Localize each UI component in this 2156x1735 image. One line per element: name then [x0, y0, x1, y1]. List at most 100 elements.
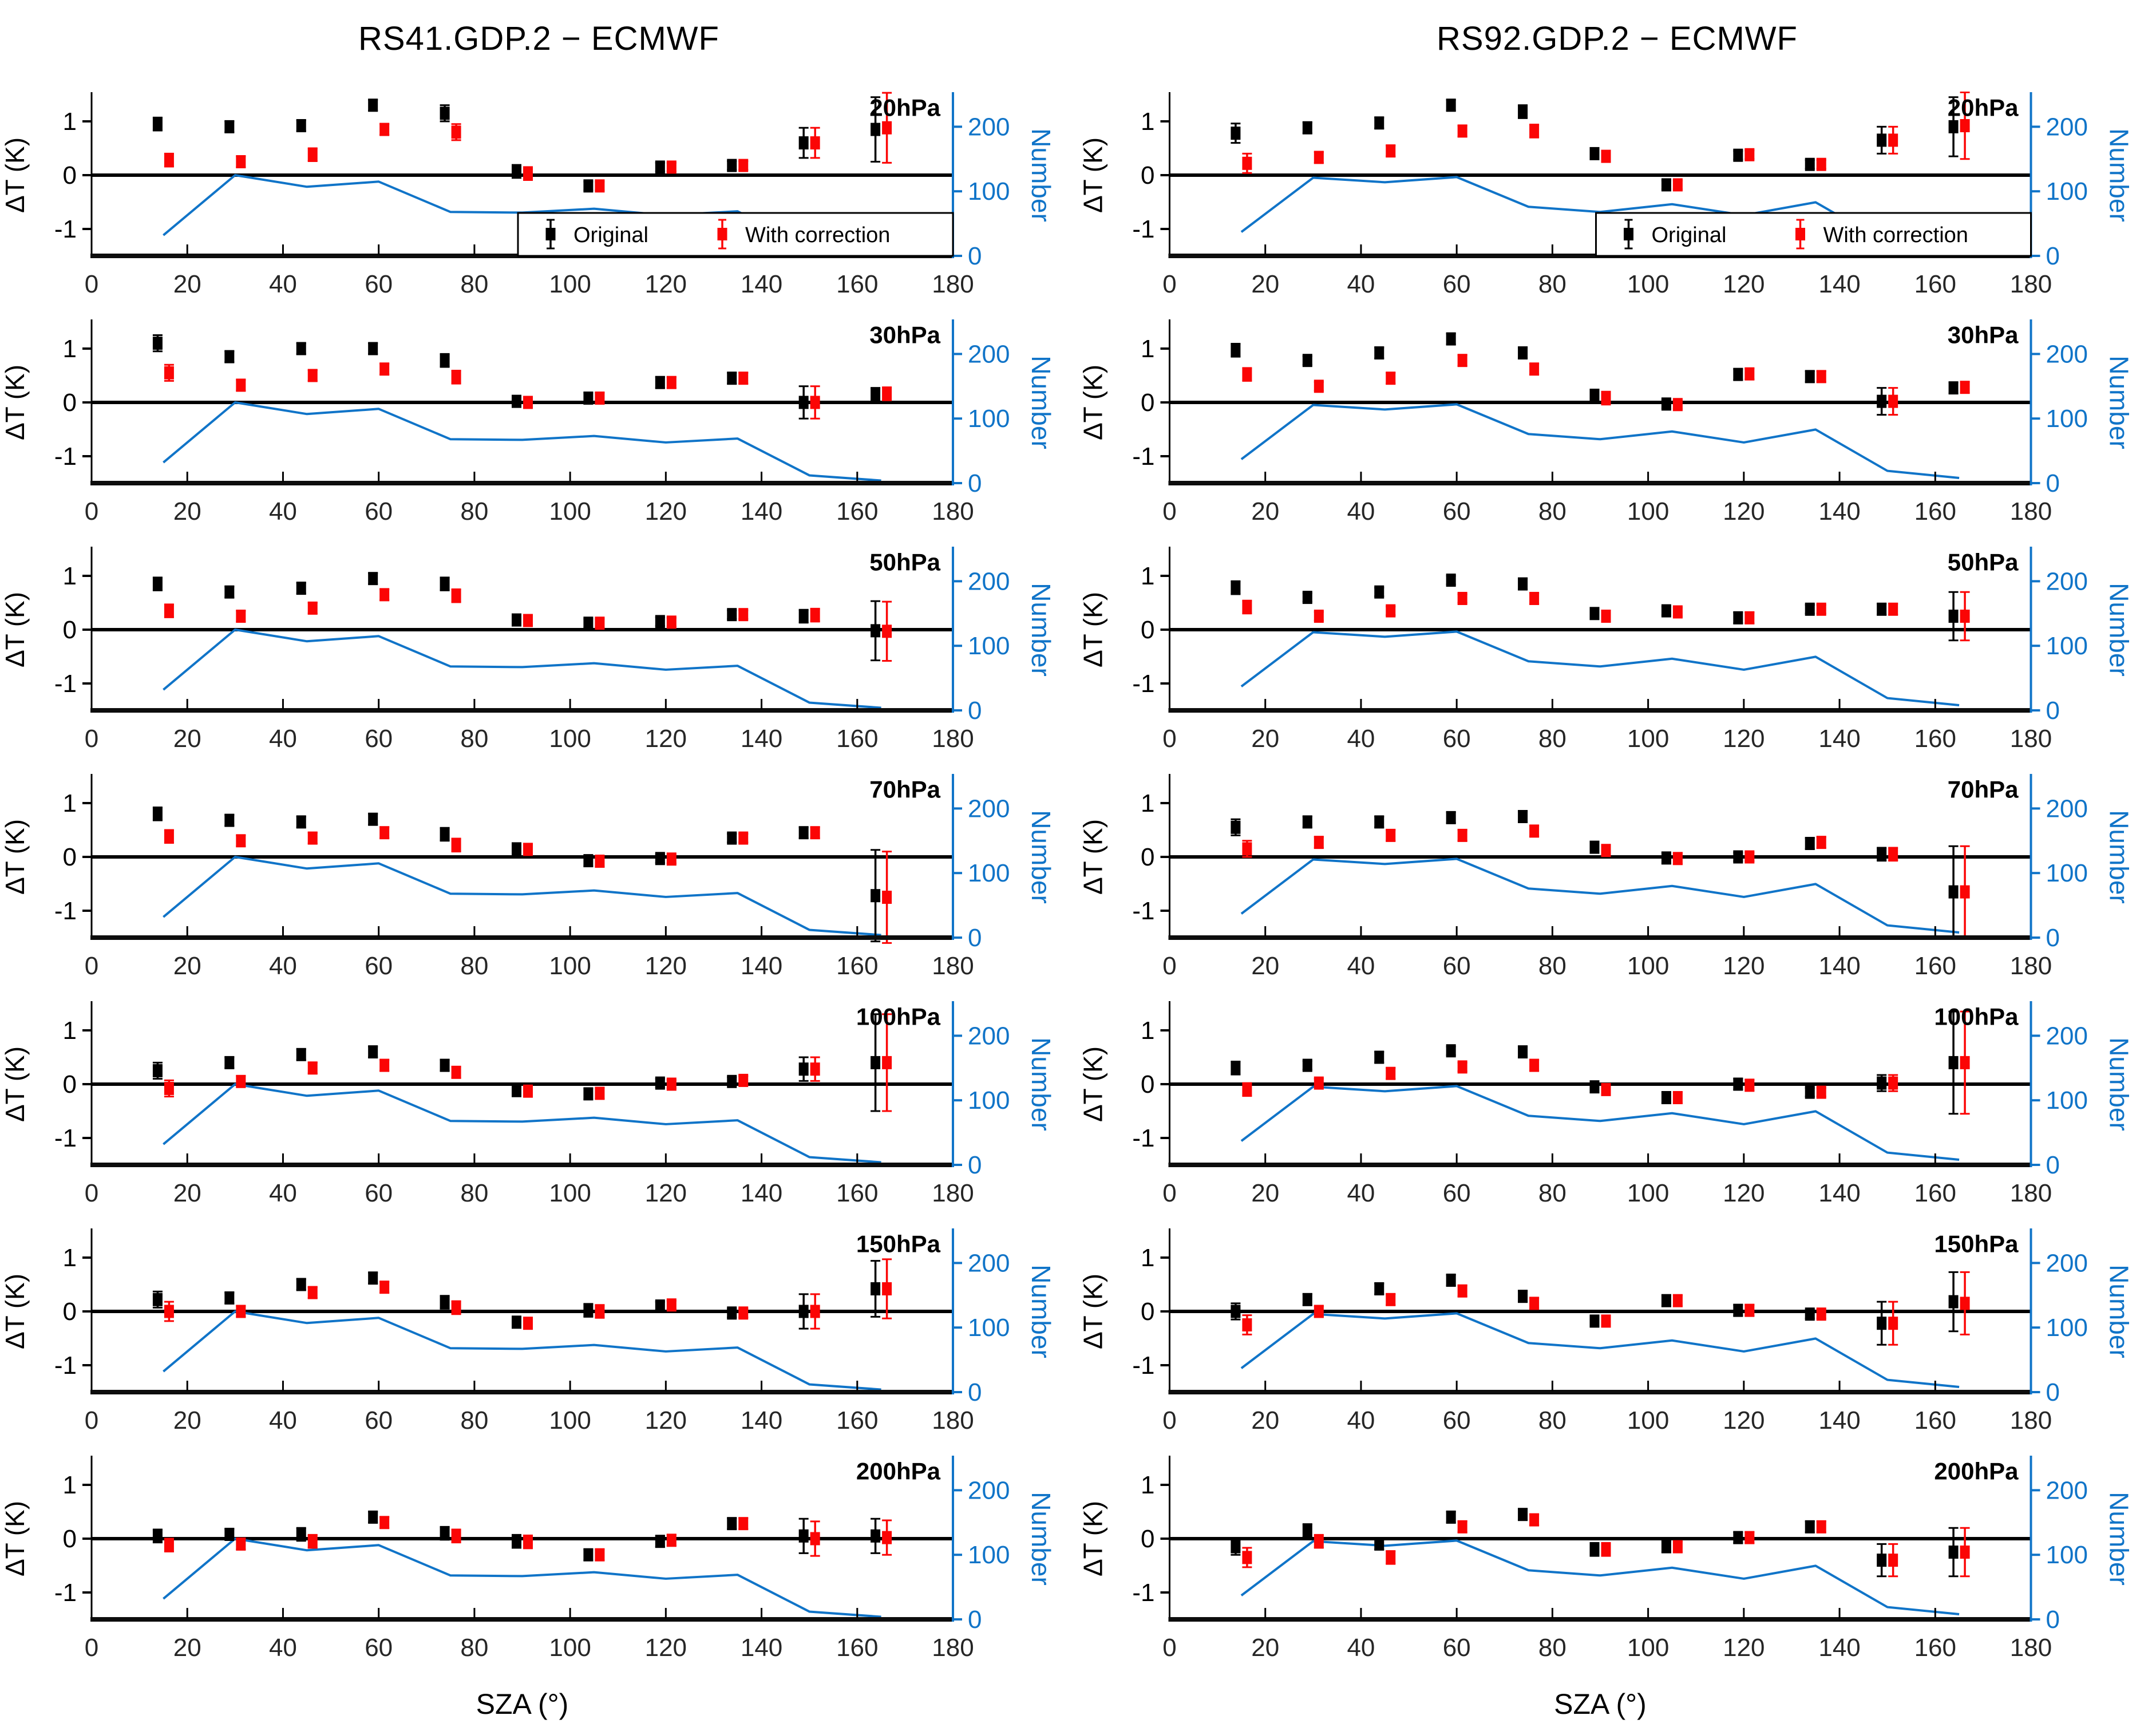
- x-tick-label: 180: [2010, 1406, 2052, 1434]
- original-marker: [1589, 1314, 1600, 1328]
- x-tick-label: 80: [1538, 270, 1566, 298]
- x-tick-label: 160: [836, 1179, 878, 1207]
- with-correction-marker: [1744, 367, 1755, 381]
- y-tick-label: 0: [63, 843, 77, 871]
- original-marker: [1374, 1537, 1384, 1551]
- y-tick-label: 1: [63, 1244, 77, 1272]
- with-correction-marker: [1672, 1540, 1683, 1554]
- original-marker: [152, 1293, 163, 1306]
- with-correction-marker: [1457, 1060, 1467, 1074]
- original-marker: [224, 1056, 235, 1069]
- with-correction-marker: [666, 1534, 677, 1547]
- x-axis-label: SZA (°): [1554, 1688, 1647, 1720]
- with-correction-marker: [1386, 144, 1396, 158]
- original-marker: [1661, 397, 1671, 411]
- y2-axis: 0 100 200 Number: [952, 92, 1056, 270]
- y2-tick-label: 100: [968, 177, 1010, 205]
- x-tick-label: 40: [269, 1406, 297, 1434]
- original-marker: [1589, 1080, 1600, 1094]
- with-correction-marker: [1960, 1056, 1970, 1069]
- y-axis: -1 0 1 ΔT (K): [1078, 319, 1170, 483]
- with-correction-marker: [1242, 1551, 1252, 1564]
- with-correction-marker: [164, 604, 174, 618]
- y-axis-label: ΔT (K): [0, 137, 30, 213]
- with-correction-marker: [1386, 1551, 1396, 1564]
- series-original: [152, 1013, 881, 1112]
- x-tick-label: 60: [365, 270, 393, 298]
- with-correction-marker: [1816, 602, 1826, 616]
- y2-tick-label: 100: [968, 1314, 1010, 1342]
- x-axis: 0 20 40 60 80 100 120 140 160 180: [1162, 1153, 2052, 1207]
- with-correction-marker: [1960, 1546, 1970, 1559]
- original-marker: [440, 577, 450, 591]
- original-marker: [1948, 1546, 1959, 1559]
- with-correction-marker: [1672, 178, 1683, 192]
- x-tick-label: 60: [1443, 725, 1471, 753]
- x-tick-label: 60: [365, 1634, 393, 1662]
- with-correction-marker: [1816, 1085, 1826, 1099]
- y2-axis: 0 100 200 Number: [952, 319, 1056, 497]
- y-axis-label: ΔT (K): [1078, 137, 1108, 213]
- with-correction-marker: [738, 1517, 749, 1531]
- y-tick-label: 0: [1141, 1070, 1154, 1098]
- x-tick-label: 20: [173, 1406, 201, 1434]
- y-axis-label: ΔT (K): [1078, 592, 1108, 667]
- with-correction-marker: [1314, 610, 1324, 623]
- x-tick-label: 100: [549, 1634, 591, 1662]
- with-correction-marker: [451, 1065, 461, 1079]
- with-correction-marker: [1744, 1078, 1755, 1092]
- x-tick-label: 80: [1538, 952, 1566, 980]
- y2-tick-label: 0: [968, 1151, 982, 1179]
- series-original: [152, 334, 881, 420]
- with-correction-marker: [164, 366, 174, 380]
- x-tick-label: 60: [1443, 1179, 1471, 1207]
- x-axis: 0 20 40 60 80 100 120 140 160 180: [1162, 699, 2052, 753]
- panel-label: 30hPa: [869, 322, 940, 349]
- with-correction-marker: [451, 370, 461, 384]
- y-axis: -1 0 1 ΔT (K): [0, 1456, 93, 1619]
- original-marker: [871, 1056, 881, 1069]
- y2-axis: 0 100 200 Number: [952, 1001, 1056, 1179]
- x-tick-label: 60: [1443, 270, 1471, 298]
- with-correction-marker: [1457, 1284, 1467, 1298]
- with-correction-marker: [379, 1516, 390, 1530]
- with-correction-marker: [451, 838, 461, 852]
- with-correction-marker: [738, 831, 749, 845]
- x-tick-label: 60: [365, 1179, 393, 1207]
- y2-tick-label: 200: [968, 795, 1010, 823]
- y-tick-label: -1: [1132, 1579, 1154, 1607]
- x-axis: 0 20 40 60 80 100 120 140 160 180: [85, 1381, 974, 1434]
- with-correction-marker: [1601, 391, 1611, 405]
- with-correction-marker: [1601, 1082, 1611, 1096]
- with-correction-marker: [810, 396, 820, 409]
- with-correction-marker: [738, 1073, 749, 1087]
- y2-tick-label: 0: [968, 242, 982, 270]
- x-tick-label: 120: [1723, 1179, 1765, 1207]
- y2-axis-label: Number: [2104, 1264, 2134, 1358]
- x-tick-label: 0: [1162, 497, 1176, 525]
- original-marker: [798, 136, 809, 150]
- y2-tick-label: 0: [2046, 924, 2060, 952]
- panel-label: 20hPa: [1948, 94, 2019, 121]
- with-correction-marker: [1601, 844, 1611, 857]
- with-correction-marker: [1529, 1058, 1540, 1072]
- original-marker: [1374, 346, 1384, 360]
- number-line: [163, 629, 881, 709]
- x-tick-label: 40: [1347, 1634, 1375, 1662]
- x-tick-label: 100: [1627, 952, 1669, 980]
- original-marker: [224, 813, 235, 827]
- original-marker: [1661, 1540, 1671, 1554]
- x-tick-label: 140: [741, 952, 782, 980]
- original-marker: [224, 120, 235, 133]
- original-marker: [1661, 851, 1671, 865]
- with-correction-marker: [1314, 836, 1324, 849]
- y2-axis-label: Number: [1026, 355, 1056, 449]
- y-tick-label: 1: [1141, 1471, 1154, 1499]
- y2-tick-label: 0: [2046, 469, 2060, 497]
- original-marker: [1805, 602, 1815, 616]
- original-marker: [1877, 602, 1887, 616]
- x-tick-label: 120: [1723, 952, 1765, 980]
- original-marker: [798, 826, 809, 840]
- panel-row-50hPa: -1 0 1 ΔT (K) 0 20 40 60 80 100 120 140 160 180 0 100 20…: [0, 546, 2156, 773]
